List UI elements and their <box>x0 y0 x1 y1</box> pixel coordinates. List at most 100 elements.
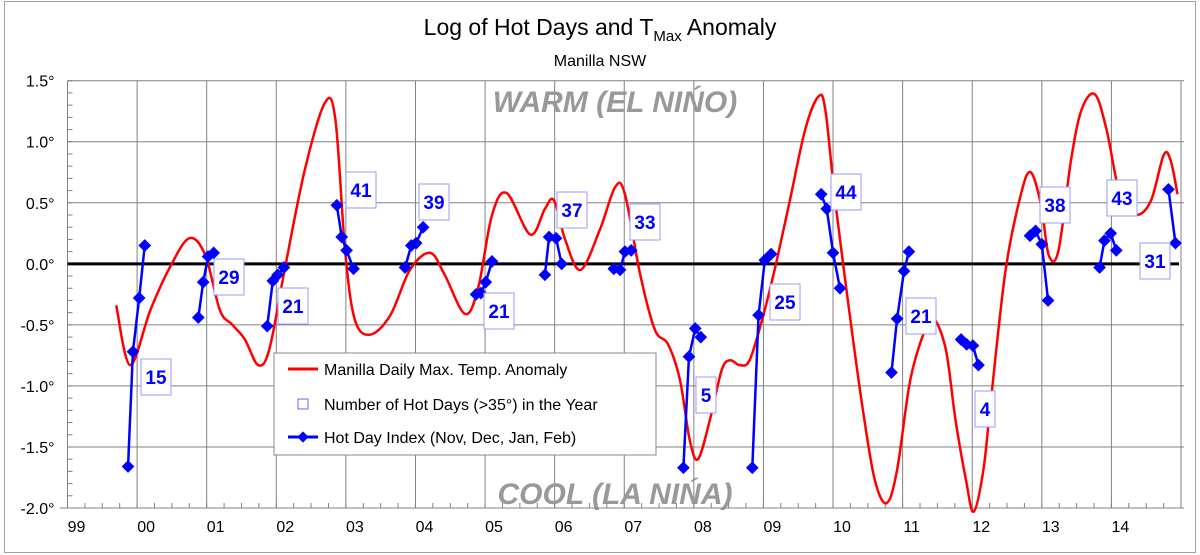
y-tick-label: -2.0° <box>21 501 55 518</box>
hot-days-label: 29 <box>218 268 239 289</box>
cool-annotation: COOL (LA NIŃA) <box>498 477 733 511</box>
legend-hot-days-label: Number of Hot Days (>35°) in the Year <box>324 397 598 414</box>
hot-days-label-box <box>769 283 801 321</box>
hot-days-label: 37 <box>561 201 582 222</box>
x-tick-label: 00 <box>137 519 155 536</box>
hot-days-label: 21 <box>910 307 932 328</box>
hot-day-index-point <box>897 264 911 278</box>
hot-day-index-point <box>555 257 568 271</box>
hot-day-index-point <box>121 460 135 473</box>
hot-day-index-point <box>538 268 552 282</box>
hot-days-labels: 15 29 21 41 39 21 37 33 5 25 44 21 4 38 43 31 <box>140 171 1171 428</box>
hot-day-index-point <box>479 275 493 289</box>
legend-index-marker <box>297 431 309 443</box>
y-tick-label: 0.5° <box>26 196 55 213</box>
legend-box <box>273 352 657 456</box>
x-tick-label: 06 <box>555 519 573 536</box>
hot-days-label: 43 <box>1111 189 1132 210</box>
x-tick-label: 05 <box>485 519 503 536</box>
x-tick-label: 11 <box>903 519 920 536</box>
hot-day-index-point <box>1169 236 1182 250</box>
legend-hot-days-swatch <box>297 398 309 410</box>
hot-day-index-point <box>1162 182 1175 196</box>
hot-days-label: 4 <box>980 400 991 421</box>
hot-day-index-line <box>1098 230 1118 268</box>
hot-day-index-point <box>398 261 412 274</box>
hot-day-index-point <box>409 236 423 250</box>
y-tick-label: 0.0° <box>26 257 55 274</box>
hot-day-index-point <box>207 246 221 260</box>
hot-days-label: 41 <box>350 181 372 202</box>
x-tick-label: 03 <box>346 519 364 536</box>
hot-day-index-point <box>902 245 916 258</box>
legend: Manilla Daily Max. Temp. Anomaly Number … <box>273 352 657 456</box>
hot-day-index-point <box>138 239 152 252</box>
hot-days-label: 21 <box>488 302 510 323</box>
hot-days-label-box <box>830 173 862 211</box>
hot-day-index-point <box>340 244 353 257</box>
hot-days-label-box <box>1139 242 1171 280</box>
axes: 1.5° 1.0° 0.5° 0.0° -0.5° -1.0° -1.5° -2.0° 99 00… <box>21 74 1184 536</box>
x-tick-label: 12 <box>972 519 990 536</box>
hot-days-label-box <box>277 287 309 325</box>
x-tick-label: 04 <box>416 519 434 536</box>
hot-day-index-line <box>682 325 702 468</box>
hot-days-label-box <box>140 358 172 396</box>
x-tick-label: 09 <box>764 519 782 536</box>
hot-day-index-point <box>485 255 499 268</box>
hot-days-label: 33 <box>634 213 655 234</box>
hot-days-label-box <box>974 390 996 428</box>
hot-day-index-point <box>330 198 344 212</box>
hot-day-index-line <box>890 251 911 373</box>
hot-day-index-point <box>814 187 828 201</box>
x-tick-label: 13 <box>1042 519 1060 536</box>
hot-day-index-line <box>820 193 842 289</box>
hot-day-index-point <box>277 261 291 274</box>
hot-day-index-point <box>347 262 360 276</box>
x-tick-label: 07 <box>624 519 642 536</box>
warm-annotation: WARM (EL NIŃO) <box>493 85 737 119</box>
x-tick-label: 99 <box>68 519 86 536</box>
hot-days-label-box <box>905 297 937 335</box>
hot-day-index-point <box>890 312 904 326</box>
hot-day-index-point <box>972 358 985 372</box>
hot-day-index-point <box>126 345 140 359</box>
hot-day-index-point <box>260 319 274 333</box>
x-tick-label: 10 <box>833 519 851 536</box>
hot-day-index-line <box>1167 189 1177 244</box>
hot-days-label: 15 <box>145 368 167 389</box>
hot-day-index-point <box>132 291 146 305</box>
hot-days-label-box <box>1039 186 1071 224</box>
hot-day-index-line <box>335 205 355 270</box>
hot-days-label: 25 <box>774 293 796 314</box>
hot-day-index-point <box>826 246 840 260</box>
hot-days-label: 39 <box>423 193 444 214</box>
y-tick-label: 1.0° <box>26 135 55 152</box>
x-tick-label: 14 <box>1112 519 1130 536</box>
hot-days-label: 38 <box>1044 196 1065 217</box>
hot-days-label: 44 <box>835 183 857 204</box>
y-tick-label: 1.5° <box>26 74 55 91</box>
hot-day-index-point <box>677 461 690 475</box>
y-tick-label: -1.0° <box>21 379 55 396</box>
hot-days-label-box <box>418 183 450 221</box>
legend-anomaly-label: Manilla Daily Max. Temp. Anomaly <box>324 362 567 379</box>
hot-day-index-point <box>885 366 898 379</box>
hot-day-index-line <box>543 235 563 275</box>
anomaly-line <box>114 92 1179 513</box>
hot-days-label: 31 <box>1144 252 1166 273</box>
hot-days-label-box <box>345 171 377 209</box>
hot-day-index-point <box>1041 294 1055 307</box>
chart-subtitle: Manilla NSW <box>554 53 647 70</box>
y-tick-label: -1.5° <box>21 440 55 457</box>
hot-days-label-box <box>213 258 245 296</box>
hot-days-label: 21 <box>282 297 304 318</box>
chart-title: Log of Hot Days and TMax Anomaly <box>424 14 777 45</box>
hot-day-index-point <box>196 275 210 289</box>
x-tick-label: 02 <box>276 519 294 536</box>
hot-days-label-box <box>556 191 588 229</box>
hot-days-label-box <box>629 203 661 241</box>
legend-index-label: Hot Day Index (Nov, Dec, Jan, Feb) <box>324 430 576 447</box>
hot-day-index-point <box>416 220 430 234</box>
